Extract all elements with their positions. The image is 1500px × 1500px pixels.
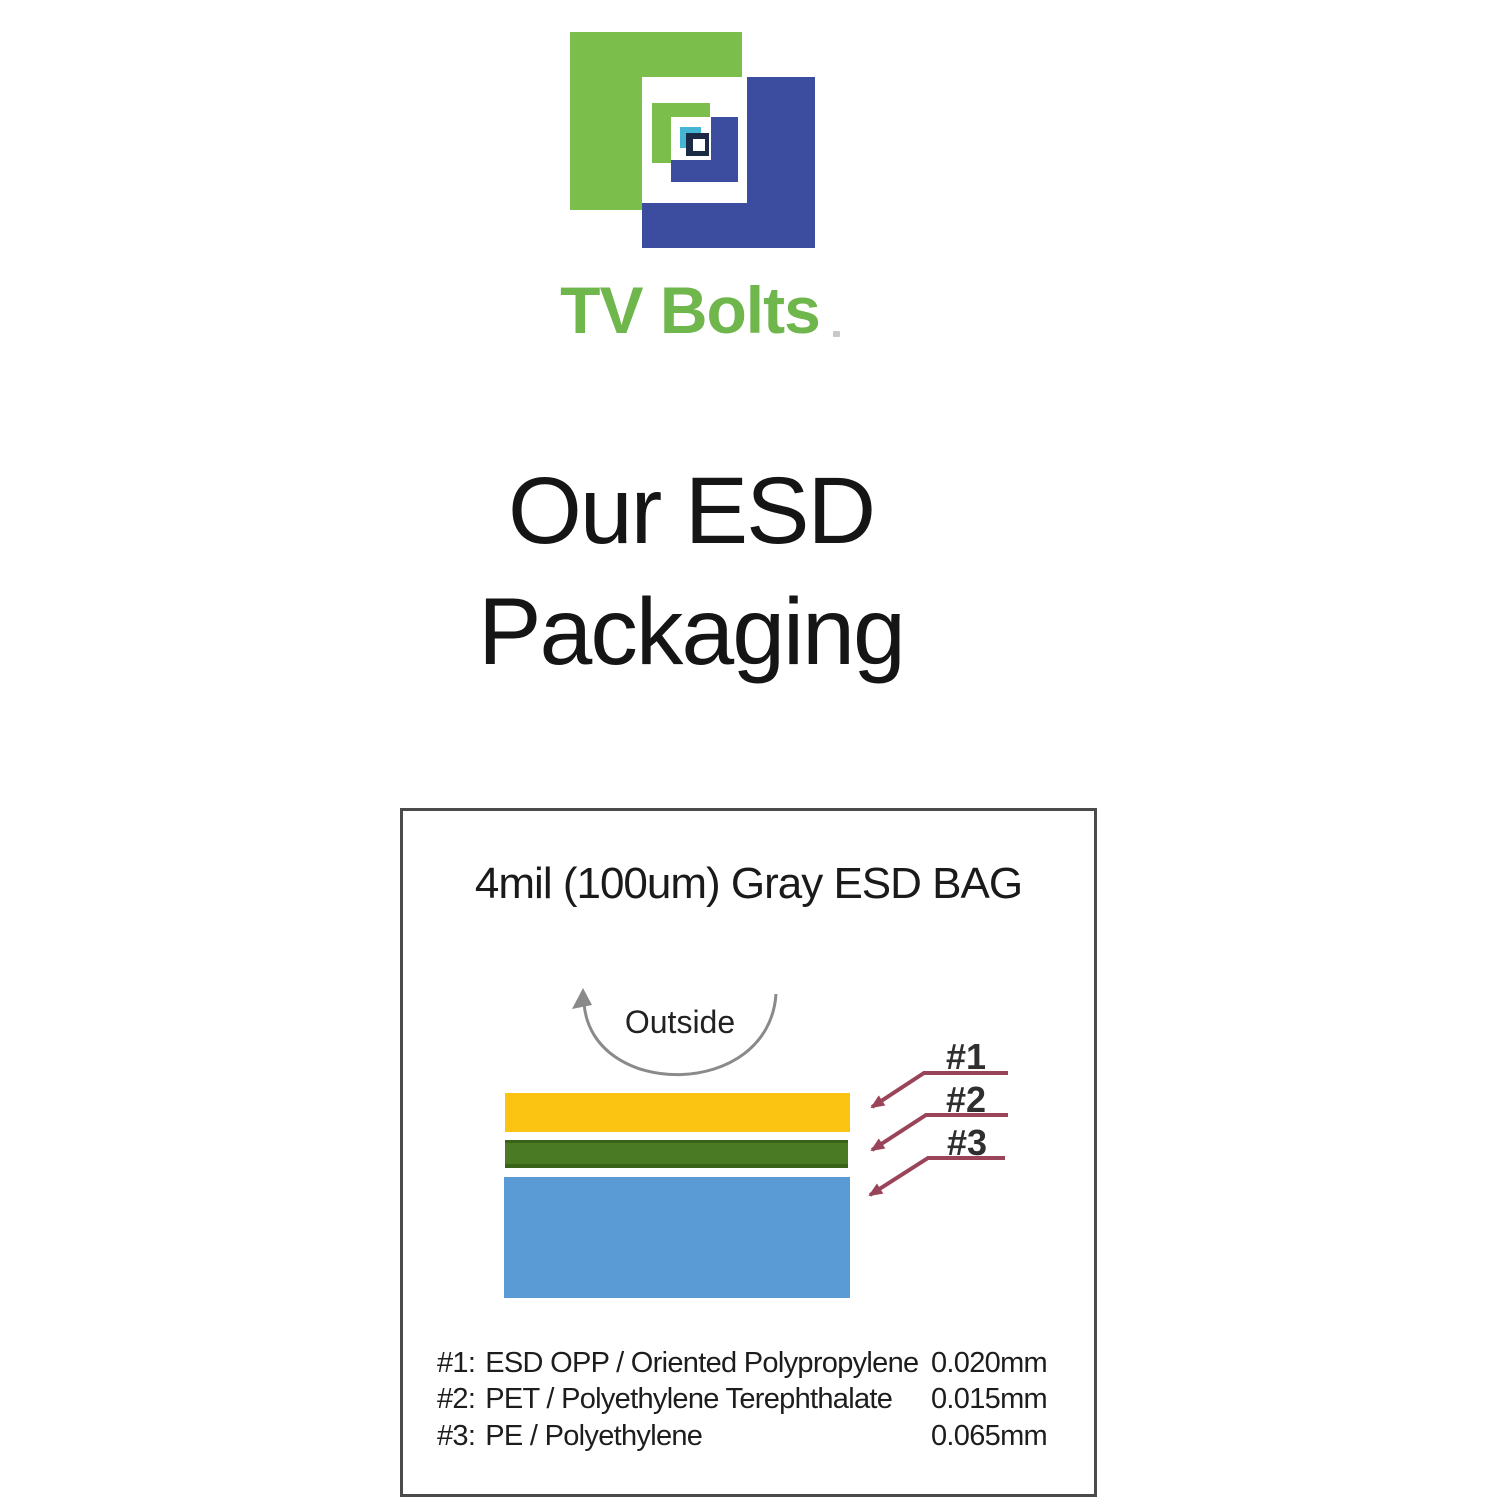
layer-3-pe [504, 1177, 850, 1298]
material-row-1: #1: ESD OPP / Oriented Polypropylene 0.02… [437, 1347, 1082, 1383]
leader-label-1: #1 [945, 1036, 987, 1077]
leader-label-2: #2 [945, 1079, 987, 1120]
material-thickness: 0.015mm [931, 1383, 1048, 1415]
material-row-3: #3: PE / Polyethylene 0.065mm [437, 1420, 1082, 1456]
logo-center-white-square [693, 139, 705, 151]
page-title: Our ESD Packaging [341, 451, 1041, 693]
material-thickness: 0.065mm [931, 1420, 1048, 1452]
material-label: #2: [437, 1383, 476, 1415]
trademark-mark [833, 331, 840, 337]
layer-2-pet [505, 1140, 848, 1168]
material-name: ESD OPP / Oriented Polypropylene [485, 1347, 919, 1379]
material-row-2: #2: PET / Polyethylene Terephthalate 0.01… [437, 1383, 1082, 1419]
material-name: PE / Polyethylene [485, 1420, 703, 1452]
material-thickness: 0.020mm [931, 1347, 1048, 1379]
material-label: #3: [437, 1420, 476, 1452]
brand-name: TV Bolts [560, 273, 821, 347]
page-title-line2: Packaging [478, 579, 906, 685]
material-name: PET / Polyethylene Terephthalate [485, 1383, 893, 1415]
leader-label-3: #3 [946, 1122, 988, 1163]
material-label: #1: [437, 1347, 476, 1379]
diagram-heading: 4mil (100um) Gray ESD BAG [474, 859, 1023, 908]
outside-label: Outside [624, 1004, 736, 1040]
page-title-line1: Our ESD [507, 458, 876, 564]
layer-1-esd-opp [505, 1093, 850, 1132]
